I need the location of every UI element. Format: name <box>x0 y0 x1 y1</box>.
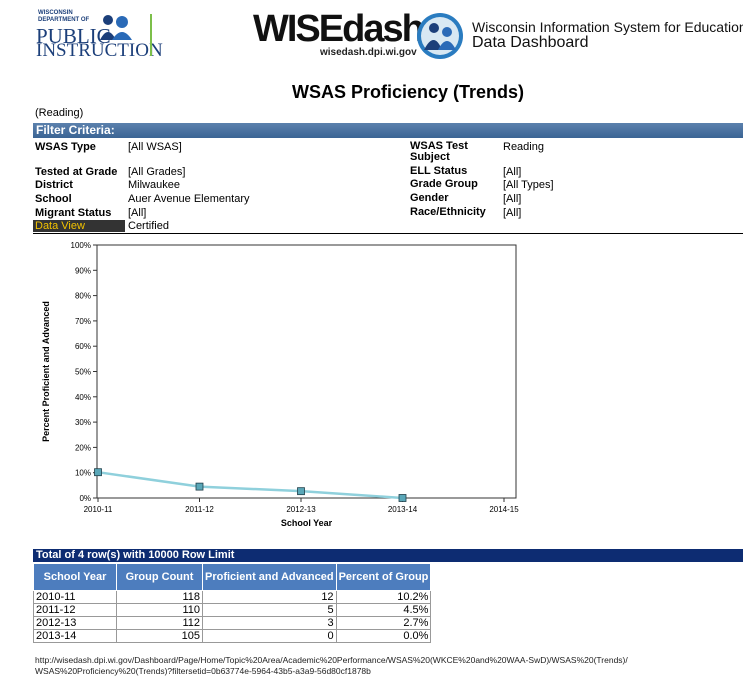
y-tick-label: 60% <box>75 342 91 351</box>
header-cell: School Year <box>33 563 117 591</box>
cell: 0.0% <box>335 629 432 643</box>
dpi-line2: INSTRUCTION <box>36 40 163 61</box>
y-axis-label: Percent Proficient and Advanced <box>41 301 51 442</box>
x-tick-label: 2014-15 <box>489 505 519 514</box>
dpi-small: WISCONSIN DEPARTMENT OF <box>38 10 90 23</box>
cell: 2.7% <box>335 616 432 630</box>
header-cell: Proficient and Advanced <box>202 563 337 591</box>
y-tick-label: 80% <box>75 292 91 301</box>
y-tick-label: 10% <box>75 469 91 478</box>
cell: 110 <box>116 603 203 617</box>
filter-value: [All] <box>503 207 522 219</box>
filter-value: [All] <box>503 193 522 205</box>
filter-label: District <box>35 179 73 191</box>
filter-bar: Filter Criteria: <box>33 123 743 138</box>
filter-label: School <box>35 193 72 205</box>
y-tick-label: 40% <box>75 393 91 402</box>
header-cell: Group Count <box>116 563 203 591</box>
cell: 5 <box>202 603 337 617</box>
row: 2010-11 118 12 10.2% <box>33 590 432 604</box>
y-tick-label: 90% <box>75 266 91 275</box>
brand: WISEdash <box>253 8 425 50</box>
cell: 118 <box>116 590 203 604</box>
filter-value: Certified <box>128 220 169 232</box>
filter-value: Reading <box>503 141 544 153</box>
filter-label: ELL Status <box>410 165 468 177</box>
cell: 2012-13 <box>33 616 117 630</box>
tagline2: Data Dashboard <box>472 34 589 51</box>
point <box>94 468 102 477</box>
row: 2011-12 110 5 4.5% <box>33 603 432 617</box>
cell: 12 <box>202 590 337 604</box>
point <box>398 494 407 502</box>
plot-frame <box>96 244 517 499</box>
x-tick-label: 2010-11 <box>84 505 113 514</box>
cell: 3 <box>202 616 337 630</box>
y-tick-label: 20% <box>75 443 91 452</box>
divider <box>150 14 152 56</box>
filter-label: Race/Ethnicity <box>410 206 486 218</box>
filter-value: [All] <box>503 166 522 178</box>
cell: 105 <box>116 629 203 643</box>
header-row: School Year Group Count Proficient and Adv… <box>33 563 432 591</box>
dpi-icon <box>100 15 132 40</box>
x-axis-label: School Year <box>281 518 333 528</box>
filter-label: WSAS Test Subject <box>410 140 468 163</box>
row: 2012-13 112 3 2.7% <box>33 616 432 630</box>
y-tick-label: 100% <box>71 241 91 250</box>
y-tick-label: 50% <box>75 368 91 377</box>
cell: 112 <box>116 616 203 630</box>
cell: 2013-14 <box>33 629 117 643</box>
cell: 0 <box>202 629 337 643</box>
row: 2013-14 105 0 0.0% <box>33 629 432 643</box>
footer-url: http://wisedash.dpi.wi.gov/Dashboard/Pag… <box>35 655 628 676</box>
cell: 10.2% <box>335 590 432 604</box>
filter-label: Gender <box>410 192 449 204</box>
subtitle: (Reading) <box>35 107 84 119</box>
tagline1: Wisconsin Information System for Educati… <box>472 19 743 35</box>
filter-value: [All Grades] <box>128 166 186 178</box>
point <box>195 482 204 491</box>
filter-value: Auer Avenue Elementary <box>128 193 250 205</box>
data-table: School Year Group Count Proficient and Adv… <box>33 563 432 643</box>
point <box>297 487 305 496</box>
filter-value: [All] <box>128 207 147 219</box>
brand-url: wisedash.dpi.wi.gov <box>320 47 417 58</box>
filter-value: [All WSAS] <box>128 141 182 153</box>
filter-label: Grade Group <box>410 178 478 190</box>
filter-value: Milwaukee <box>128 179 180 191</box>
title: WSAS Proficiency (Trends) <box>291 82 525 102</box>
x-tick-label: 2012-13 <box>286 505 316 514</box>
x-tick-label: 2013-14 <box>388 505 418 514</box>
y-tick-label: 30% <box>75 418 91 427</box>
filter-value: [All Types] <box>503 179 554 191</box>
y-tick-label: 0% <box>79 494 91 503</box>
x-tick-label: 2011-12 <box>185 505 214 514</box>
header-cell: Percent of Group <box>335 563 432 591</box>
y-tick-label: 70% <box>75 317 91 326</box>
separator <box>33 233 743 234</box>
table-caption: Total of 4 row(s) with 10000 Row Limit <box>33 549 743 562</box>
brand-icon <box>417 13 463 59</box>
cell: 2010-11 <box>33 590 117 604</box>
chart: 0% 10% 20% 30% 40% 50% 60% 70% 80% 90% 100% 2010-11… <box>41 241 519 528</box>
line-series <box>97 470 403 500</box>
filter-label: Tested at Grade <box>35 166 118 178</box>
cell: 4.5% <box>335 603 432 617</box>
filter-label: Data View <box>33 220 125 232</box>
cell: 2011-12 <box>33 603 117 617</box>
dpi-line1: PUBLIC <box>36 24 111 48</box>
filter-label: WSAS Type <box>35 141 96 153</box>
filter-label: Migrant Status <box>35 207 112 219</box>
